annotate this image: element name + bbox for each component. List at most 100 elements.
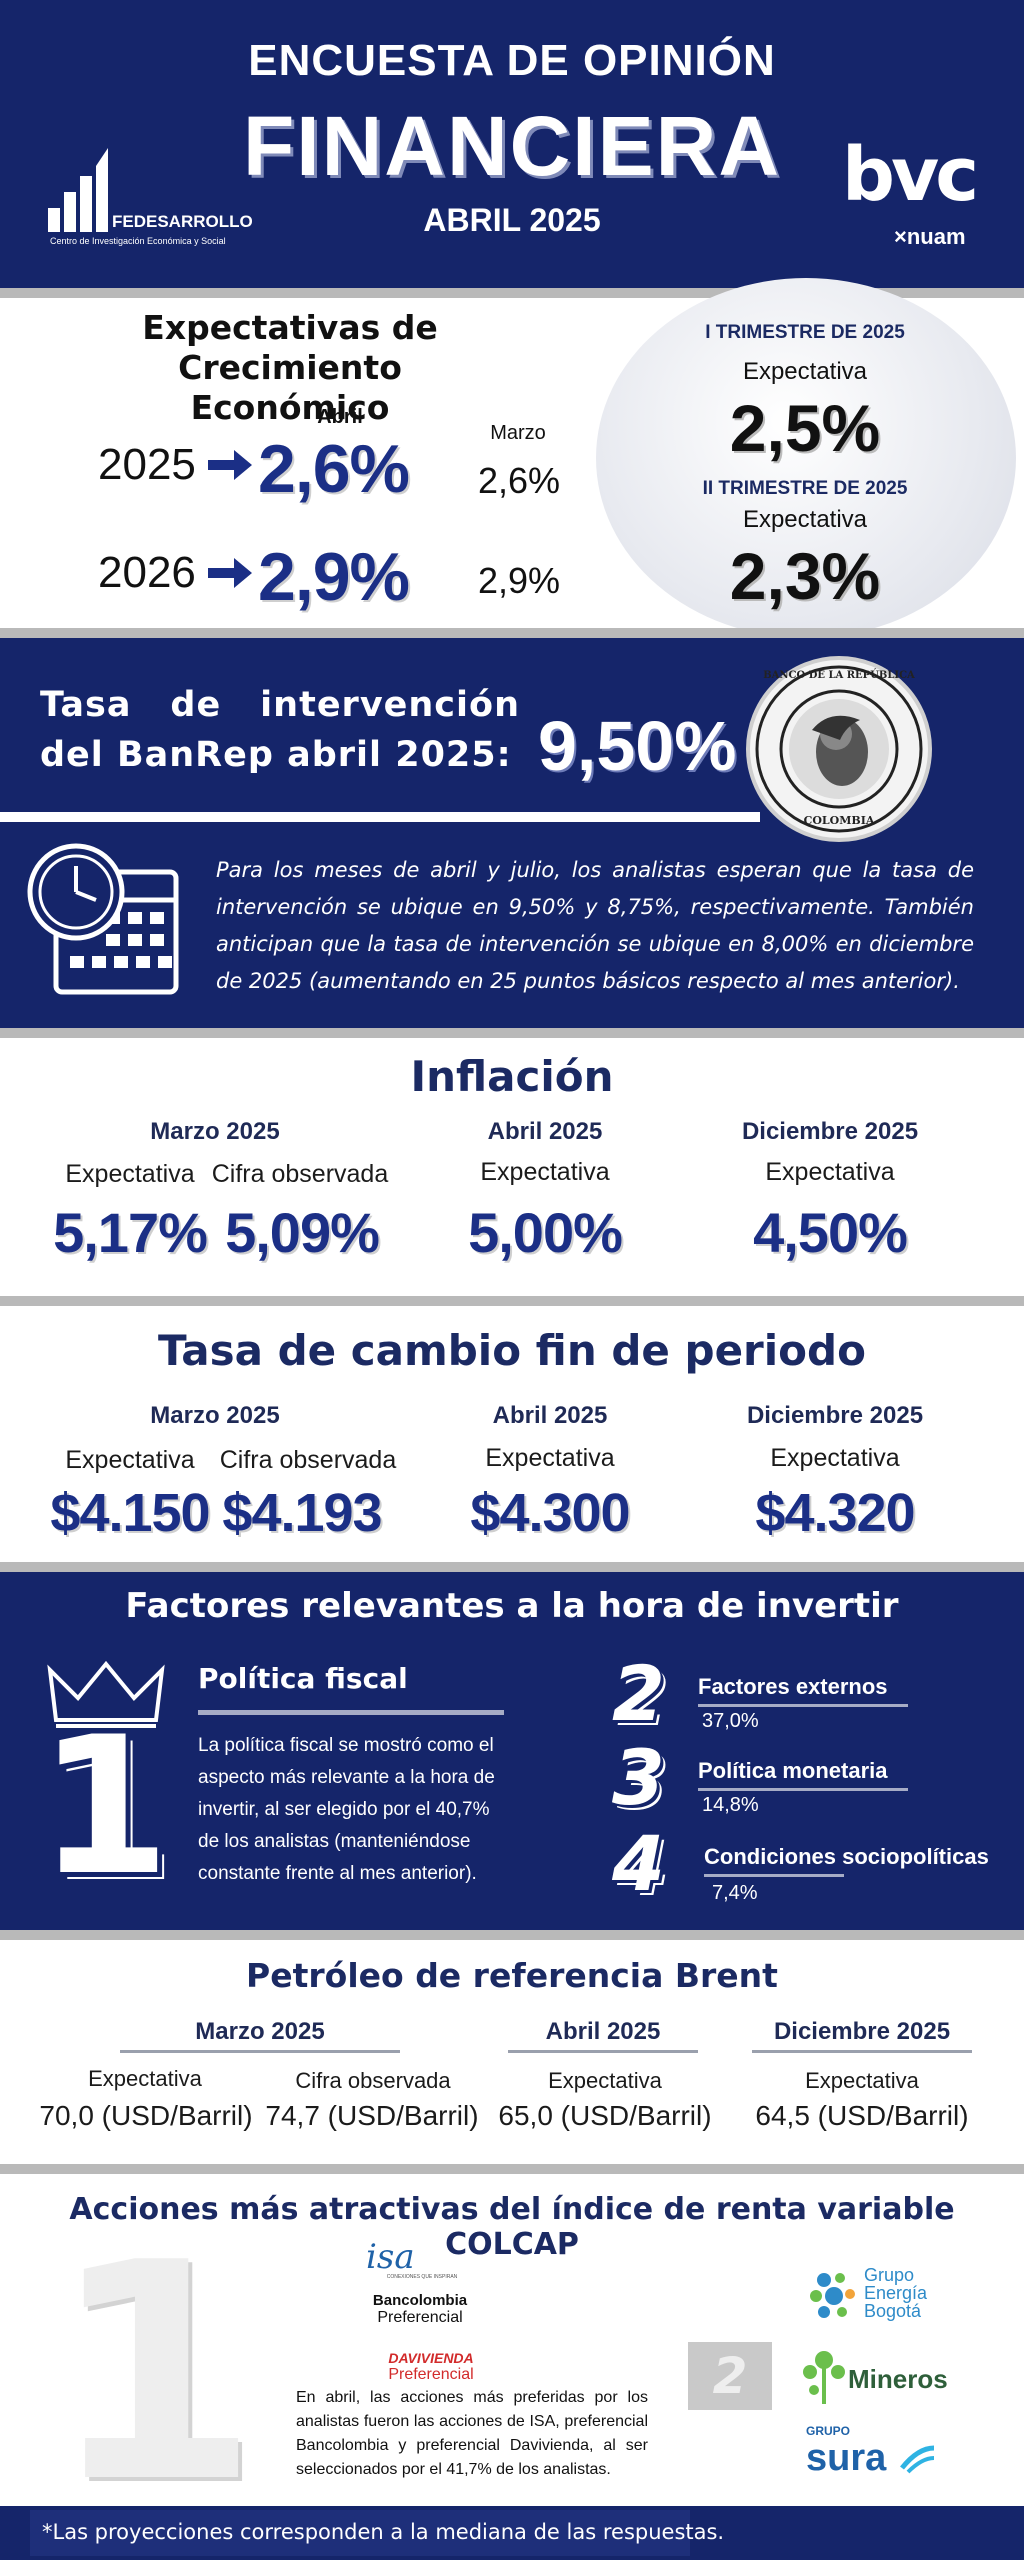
bvc-logo: bvc ×nuam: [842, 132, 992, 252]
factor-top-description: La política fiscal se mostró como el asp…: [198, 1735, 495, 1884]
stocks-title: Acciones más atractivas del índice de re…: [69, 2192, 955, 2262]
arrow-right-icon: [208, 450, 252, 480]
inflation-value: 5,09%: [225, 1201, 380, 1264]
clock-calendar-icon: [27, 843, 179, 995]
growth-year-2025: 2025: [98, 440, 196, 489]
quarters-circle: [596, 278, 1016, 638]
oil-period-3: Diciembre 2025: [752, 2018, 972, 2053]
inflation-value: 4,50%: [753, 1201, 908, 1264]
fx-period-1: Marzo 2025: [150, 1402, 280, 1429]
logo-isa: isa CONEXIONES QUE INSPIRAN: [366, 2240, 478, 2280]
geb-dots-icon: [810, 2273, 855, 2318]
inflation-period-2: Abril 2025: [487, 1118, 603, 1145]
bvc-subtitle: ×nuam: [894, 224, 966, 249]
oil-label: Expectativa: [805, 2068, 919, 2093]
rate-value: 9,50%: [538, 707, 737, 785]
factor-top-name: Política fiscal: [198, 1662, 408, 1695]
quarter-2-label: II TRIMESTRE DE 2025: [702, 478, 908, 499]
sura-group: GRUPO: [806, 2424, 851, 2438]
logo-geb: Grupo Energía Bogotá: [806, 2262, 986, 2328]
inflation-label: Cifra observada: [211, 1160, 389, 1188]
logo-davivienda: DAVIVIENDA Preferencial: [346, 2350, 516, 2384]
factor-name: Factores externos: [698, 1674, 888, 1699]
growth-2026-current: 2,9%: [258, 539, 410, 615]
banrep-seal-icon: [755, 665, 923, 833]
geb-name: Grupo Energía Bogotá: [864, 2265, 928, 2321]
fx-label: Expectativa: [485, 1444, 615, 1472]
factor-underline: [698, 1788, 908, 1791]
separator: [0, 1028, 1024, 1038]
quarter-1-label: I TRIMESTRE DE 2025: [705, 322, 905, 343]
fx-period-2: Abril 2025: [492, 1402, 608, 1429]
growth-2025-previous: 2,6%: [478, 460, 561, 501]
sura-wave-icon: [900, 2445, 935, 2474]
growth-col-current: Abril: [317, 406, 363, 428]
growth-2026-previous: 2,9%: [478, 560, 561, 601]
logo-mineros: Mineros: [800, 2348, 990, 2408]
fx-value: $4.150: [50, 1483, 210, 1543]
stock-rank-1: 1: [50, 2199, 259, 2548]
davivienda-sub: Preferencial: [388, 2366, 474, 2383]
factor-item: 2 Factores externos 37,0%: [612, 1654, 1012, 1740]
fx-label: Cifra observada: [219, 1446, 397, 1474]
inflation-label: Expectativa: [765, 1158, 895, 1186]
fx-value: $4.300: [470, 1483, 630, 1543]
oil-label: Cifra observada: [295, 2068, 451, 2093]
factor-rank: 2: [612, 1649, 665, 1738]
fx-value: $4.193: [222, 1483, 382, 1543]
fx-label: Expectativa: [770, 1444, 900, 1472]
separator: [0, 288, 1024, 298]
inflation-value: 5,17%: [53, 1201, 208, 1264]
factor-name: Condiciones sociopolíticas: [704, 1844, 989, 1869]
quarter-1-sub: Expectativa: [742, 358, 868, 385]
fx-title: Tasa de cambio fin de periodo: [158, 1326, 866, 1375]
quarter-1-value: 2,5%: [729, 391, 881, 465]
rate-title: Tasa de intervención del BanRep abril 20…: [40, 685, 520, 775]
footer-note: *Las proyecciones corresponden a la medi…: [42, 2520, 725, 2544]
header-band: [0, 0, 1024, 288]
oil-label: Expectativa: [548, 2068, 662, 2093]
oil-period-2: Abril 2025: [508, 2018, 698, 2053]
inflation-title: Inflación: [410, 1052, 614, 1101]
oil-period-1: Marzo 2025: [120, 2018, 400, 2053]
inflation-label: Expectativa: [480, 1158, 610, 1186]
sura-name: sura: [806, 2437, 887, 2479]
factor-underline: [704, 1874, 844, 1877]
oil-value: 64,5 (USD/Barril): [755, 2100, 969, 2131]
logo-sura: GRUPO sura: [806, 2424, 966, 2488]
stock-rank-2: 2: [688, 2342, 772, 2410]
crown-icon: [47, 1660, 165, 1728]
bancolombia-sub: Preferencial: [377, 2309, 463, 2326]
factor-rank-1: 1: [38, 1696, 171, 1917]
fedesarrollo-subtitle: Centro de Investigación Económica y Soci…: [50, 236, 226, 246]
oil-label: Expectativa: [88, 2066, 202, 2091]
separator: [0, 2164, 1024, 2174]
factor-item: 3 Política monetaria 14,8%: [612, 1738, 1012, 1824]
growth-2025-current: 2,6%: [258, 431, 410, 507]
growth-section: Expectativas de Crecimiento Económico Ab…: [0, 278, 1024, 638]
fx-period-3: Diciembre 2025: [746, 1402, 924, 1429]
bancolombia-name: Bancolombia: [372, 2292, 468, 2309]
factor-name: Política monetaria: [698, 1758, 888, 1783]
separator: [0, 1296, 1024, 1306]
separator: [0, 628, 1024, 638]
factor-rank: 4: [612, 1819, 665, 1908]
separator: [0, 1562, 1024, 1572]
oil-title: Petróleo de referencia Brent: [246, 1956, 778, 1995]
growth-title: Expectativas de Crecimiento Económico: [142, 308, 438, 427]
factor-value: 7,4%: [712, 1882, 758, 1904]
factor-value: 37,0%: [702, 1710, 759, 1732]
factor-underline: [698, 1704, 908, 1707]
fx-label: Expectativa: [65, 1446, 195, 1474]
stocks-description: En abril, las acciones más preferidas po…: [296, 2389, 648, 2478]
davivienda-name: DAVIVIENDA: [388, 2350, 474, 2366]
oil-value: 74,7 (USD/Barril): [265, 2100, 479, 2131]
isa-name: isa: [366, 2237, 415, 2277]
seal-top-text: BANCO DE LA REPÚBLICA: [763, 670, 915, 681]
header-title-line1: ENCUESTA DE OPINIÓN: [248, 36, 776, 85]
quarter-2-value: 2,3%: [729, 539, 881, 613]
inflation-period-1: Marzo 2025: [150, 1118, 280, 1145]
oil-value: 65,0 (USD/Barril): [498, 2100, 712, 2131]
isa-sub: CONEXIONES QUE INSPIRAN: [386, 2274, 458, 2280]
header-date: ABRIL 2025: [423, 202, 601, 238]
